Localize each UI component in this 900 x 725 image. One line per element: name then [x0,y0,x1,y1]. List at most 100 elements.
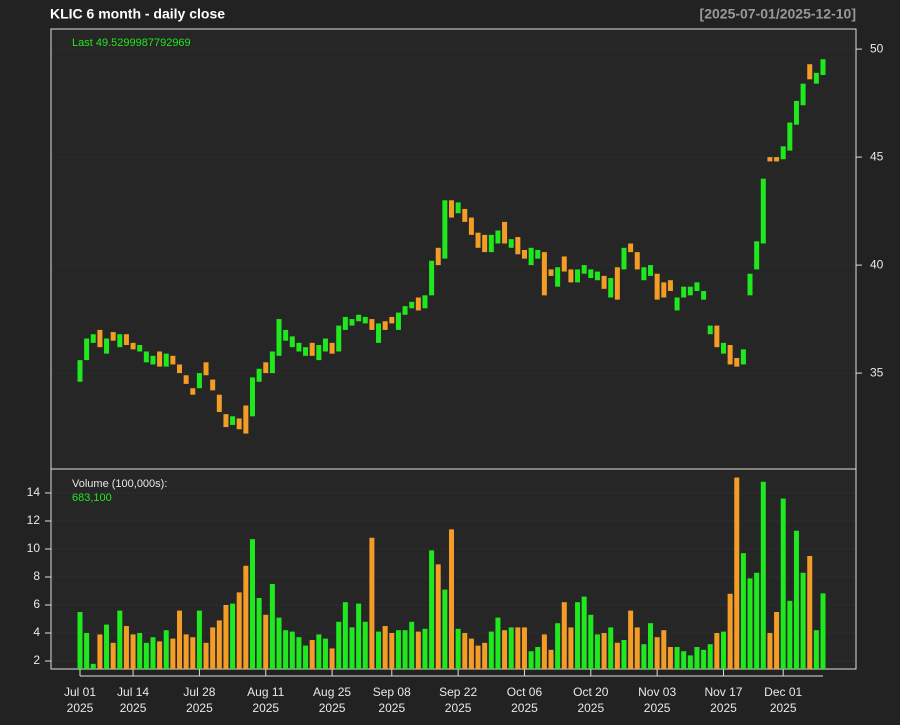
candle-body [196,373,202,389]
candle-body [601,275,607,289]
volume-y-tick-label: 2 [33,653,40,667]
volume-bar [256,597,262,669]
candle-body [648,265,654,276]
candle-body [236,418,242,430]
volume-bar [548,649,554,669]
candle-body [249,377,255,417]
volume-bar [402,630,408,669]
candle-body [150,355,156,365]
volume-bar [409,621,415,669]
candle-body [508,239,514,248]
volume-bar [216,620,222,669]
candle-body [535,249,541,259]
price-panel [50,28,857,470]
volume-bar [541,634,547,669]
volume-bar [296,637,302,669]
volume-bar [435,564,441,669]
volume-bar [336,621,342,669]
volume-y-tick-label: 14 [27,485,41,499]
candle-body [276,319,282,356]
candle-body [555,267,561,287]
volume-bar [774,611,780,669]
volume-bar [641,644,647,669]
candle-body [455,202,461,214]
candle-body [581,265,587,274]
candle-body [594,271,600,281]
volume-bar [97,634,103,669]
volume-bar [468,638,474,669]
candle-body [422,295,428,309]
chart-title: KLIC 6 month - daily close [50,6,225,22]
candle-body [342,316,348,330]
candle-body [137,345,143,352]
volume-bar [276,617,282,669]
volume-bar [561,602,567,669]
volume-bar [210,627,216,669]
volume-bar [820,593,826,669]
volume-bar [442,589,448,669]
candle-body [309,342,315,356]
candle-body [369,319,375,330]
volume-bar [727,593,733,669]
x-tick-label: Jul 01 2025 [63,685,97,715]
volume-bar [707,644,713,669]
volume-label: Volume (100,000s): [72,478,167,490]
volume-bar [714,633,720,669]
volume-bar [369,537,375,669]
candle-body [634,252,640,270]
candle-body [734,357,740,367]
candle-body [747,273,753,296]
candle-body [521,249,527,259]
volume-bar [455,628,461,669]
candle-body [495,230,501,244]
candle-body [402,306,408,315]
candle-body [183,375,189,384]
volume-bar [249,539,255,669]
volume-bar [283,630,289,669]
volume-bar [150,637,156,669]
candle-body [362,316,368,324]
candle-body [674,297,680,311]
candle-body [694,282,700,292]
candle-body [608,278,614,298]
candle-body [641,267,647,281]
volume-bar [628,610,634,669]
x-tick-label: Nov 03 2025 [638,685,677,715]
candle-body [462,208,468,222]
volume-bar [734,477,740,669]
volume-bar [515,627,521,669]
volume-bar [462,633,468,669]
candle-body [442,200,448,259]
volume-bar [329,648,335,669]
candle-body [157,351,163,367]
candle-body [349,319,355,326]
candle-body [820,59,826,76]
candle-body [780,146,786,160]
volume-bar [608,627,614,669]
volume-bar [502,630,508,669]
volume-bar [183,634,189,669]
volume-bar [674,647,680,669]
candle-body [170,355,176,365]
candle-body [123,334,129,346]
candle-body [77,360,83,382]
volume-bar [303,645,309,669]
volume-bar [190,637,196,669]
volume-bar [395,630,401,669]
volume-bar [263,614,269,669]
candle-body [807,64,813,80]
candle-body [561,256,567,272]
volume-bar [767,633,773,669]
volume-bar [236,592,242,669]
candle-body [475,232,481,248]
candle-body [303,347,309,356]
volume-bar [807,555,813,669]
volume-bar [667,647,673,669]
volume-bar [654,637,660,669]
volume-bar [581,596,587,669]
volume-bar [316,634,322,669]
volume-bar [482,642,488,669]
volume-y-tick-label: 12 [27,513,41,527]
